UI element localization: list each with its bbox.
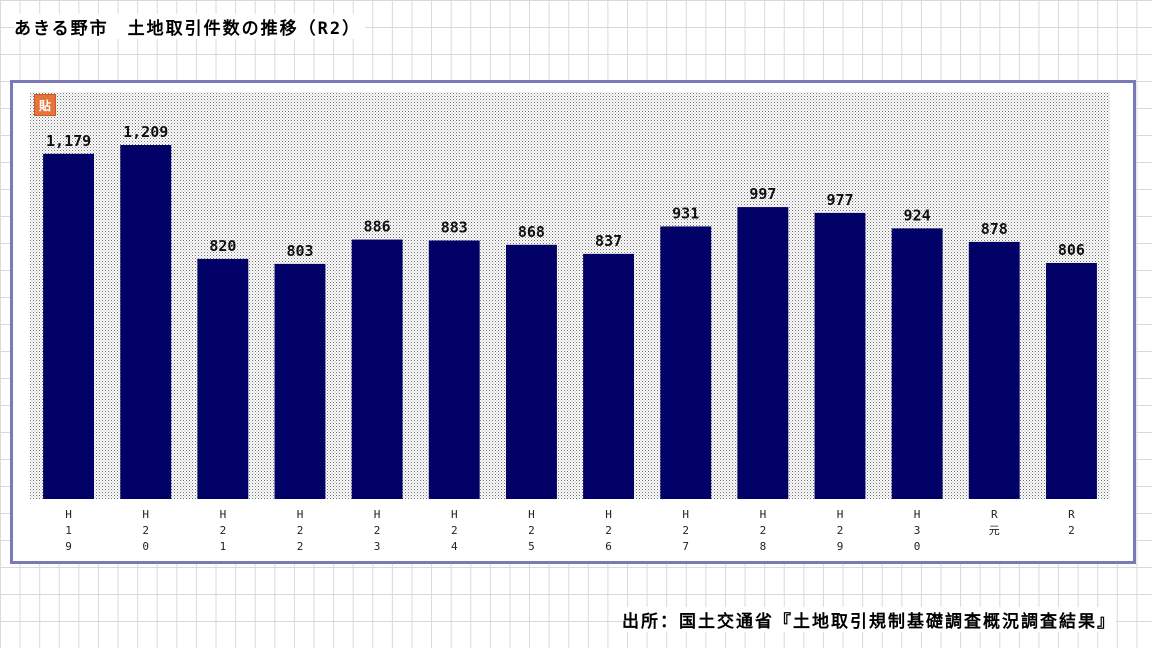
bar-10 xyxy=(814,212,866,499)
tick-label-5-1: 2 xyxy=(451,524,458,537)
value-label-9: 997 xyxy=(749,185,776,203)
bar-4 xyxy=(351,239,403,499)
tick-label-5-2: 4 xyxy=(451,540,458,553)
bar-2 xyxy=(197,258,249,499)
value-label-1: 1,209 xyxy=(123,123,168,141)
bar-5 xyxy=(428,240,480,499)
tick-label-3-1: 2 xyxy=(297,524,304,537)
value-label-6: 868 xyxy=(518,223,545,241)
bar-11 xyxy=(891,228,943,499)
tick-label-13-0: R xyxy=(1068,508,1075,521)
bar-3 xyxy=(274,263,326,499)
tick-label-10-2: 9 xyxy=(837,540,844,553)
tick-label-0-2: 9 xyxy=(65,540,72,553)
tick-label-3-2: 2 xyxy=(297,540,304,553)
tick-label-10-1: 2 xyxy=(837,524,844,537)
tick-label-7-0: H xyxy=(605,508,612,521)
bar-13 xyxy=(1046,263,1097,499)
bar-12 xyxy=(968,241,1020,499)
paste-icon[interactable]: 貼 xyxy=(34,94,56,116)
tick-label-3-0: H xyxy=(297,508,304,521)
tick-label-12-1: 元 xyxy=(989,524,1000,537)
tick-label-4-2: 3 xyxy=(374,540,381,553)
value-label-8: 931 xyxy=(672,204,699,222)
value-label-11: 924 xyxy=(904,206,931,224)
tick-label-13-1: 2 xyxy=(1068,524,1075,537)
tick-label-9-0: H xyxy=(760,508,767,521)
tick-label-0-0: H xyxy=(65,508,72,521)
plot-area xyxy=(30,92,1110,499)
tick-label-6-0: H xyxy=(528,508,535,521)
bar-7 xyxy=(583,253,634,499)
page-title: あきる野市 土地取引件数の推移（R2） xyxy=(14,14,366,39)
value-label-5: 883 xyxy=(441,219,468,237)
tick-label-4-1: 2 xyxy=(374,524,381,537)
bar-1 xyxy=(120,145,172,499)
bar-0 xyxy=(43,153,94,500)
value-label-12: 878 xyxy=(981,220,1008,238)
tick-label-12-0: R xyxy=(991,508,998,521)
tick-label-5-0: H xyxy=(451,508,458,521)
value-label-7: 837 xyxy=(595,232,622,250)
tick-label-10-0: H xyxy=(837,508,844,521)
source-note: 出所：国土交通省『土地取引規制基礎調査概況調査結果』 xyxy=(622,607,1116,632)
tick-label-9-1: 2 xyxy=(760,524,767,537)
value-label-13: 806 xyxy=(1058,241,1085,259)
tick-label-11-1: 3 xyxy=(914,524,921,537)
tick-label-8-2: 7 xyxy=(682,540,689,553)
value-label-3: 803 xyxy=(286,242,313,260)
value-label-10: 977 xyxy=(826,191,853,209)
value-label-0: 1,179 xyxy=(46,132,91,150)
tick-label-0-1: 1 xyxy=(65,524,72,537)
bar-9 xyxy=(737,207,789,499)
tick-label-4-0: H xyxy=(374,508,381,521)
tick-label-9-2: 8 xyxy=(760,540,767,553)
value-label-4: 886 xyxy=(364,218,391,236)
bar-6 xyxy=(506,244,557,499)
tick-label-2-0: H xyxy=(220,508,227,521)
tick-label-2-1: 2 xyxy=(220,524,227,537)
tick-label-7-1: 2 xyxy=(605,524,612,537)
tick-label-7-2: 6 xyxy=(605,540,612,553)
tick-label-1-2: 0 xyxy=(142,540,149,553)
tick-label-8-0: H xyxy=(682,508,689,521)
tick-label-11-0: H xyxy=(914,508,921,521)
tick-label-1-1: 2 xyxy=(142,524,149,537)
tick-label-6-1: 2 xyxy=(528,524,535,537)
value-label-2: 820 xyxy=(209,237,236,255)
tick-label-8-1: 2 xyxy=(682,524,689,537)
tick-label-1-0: H xyxy=(142,508,149,521)
tick-label-6-2: 5 xyxy=(528,540,535,553)
tick-label-2-2: 1 xyxy=(220,540,227,553)
tick-label-11-2: 0 xyxy=(914,540,921,553)
bar-8 xyxy=(660,226,712,499)
